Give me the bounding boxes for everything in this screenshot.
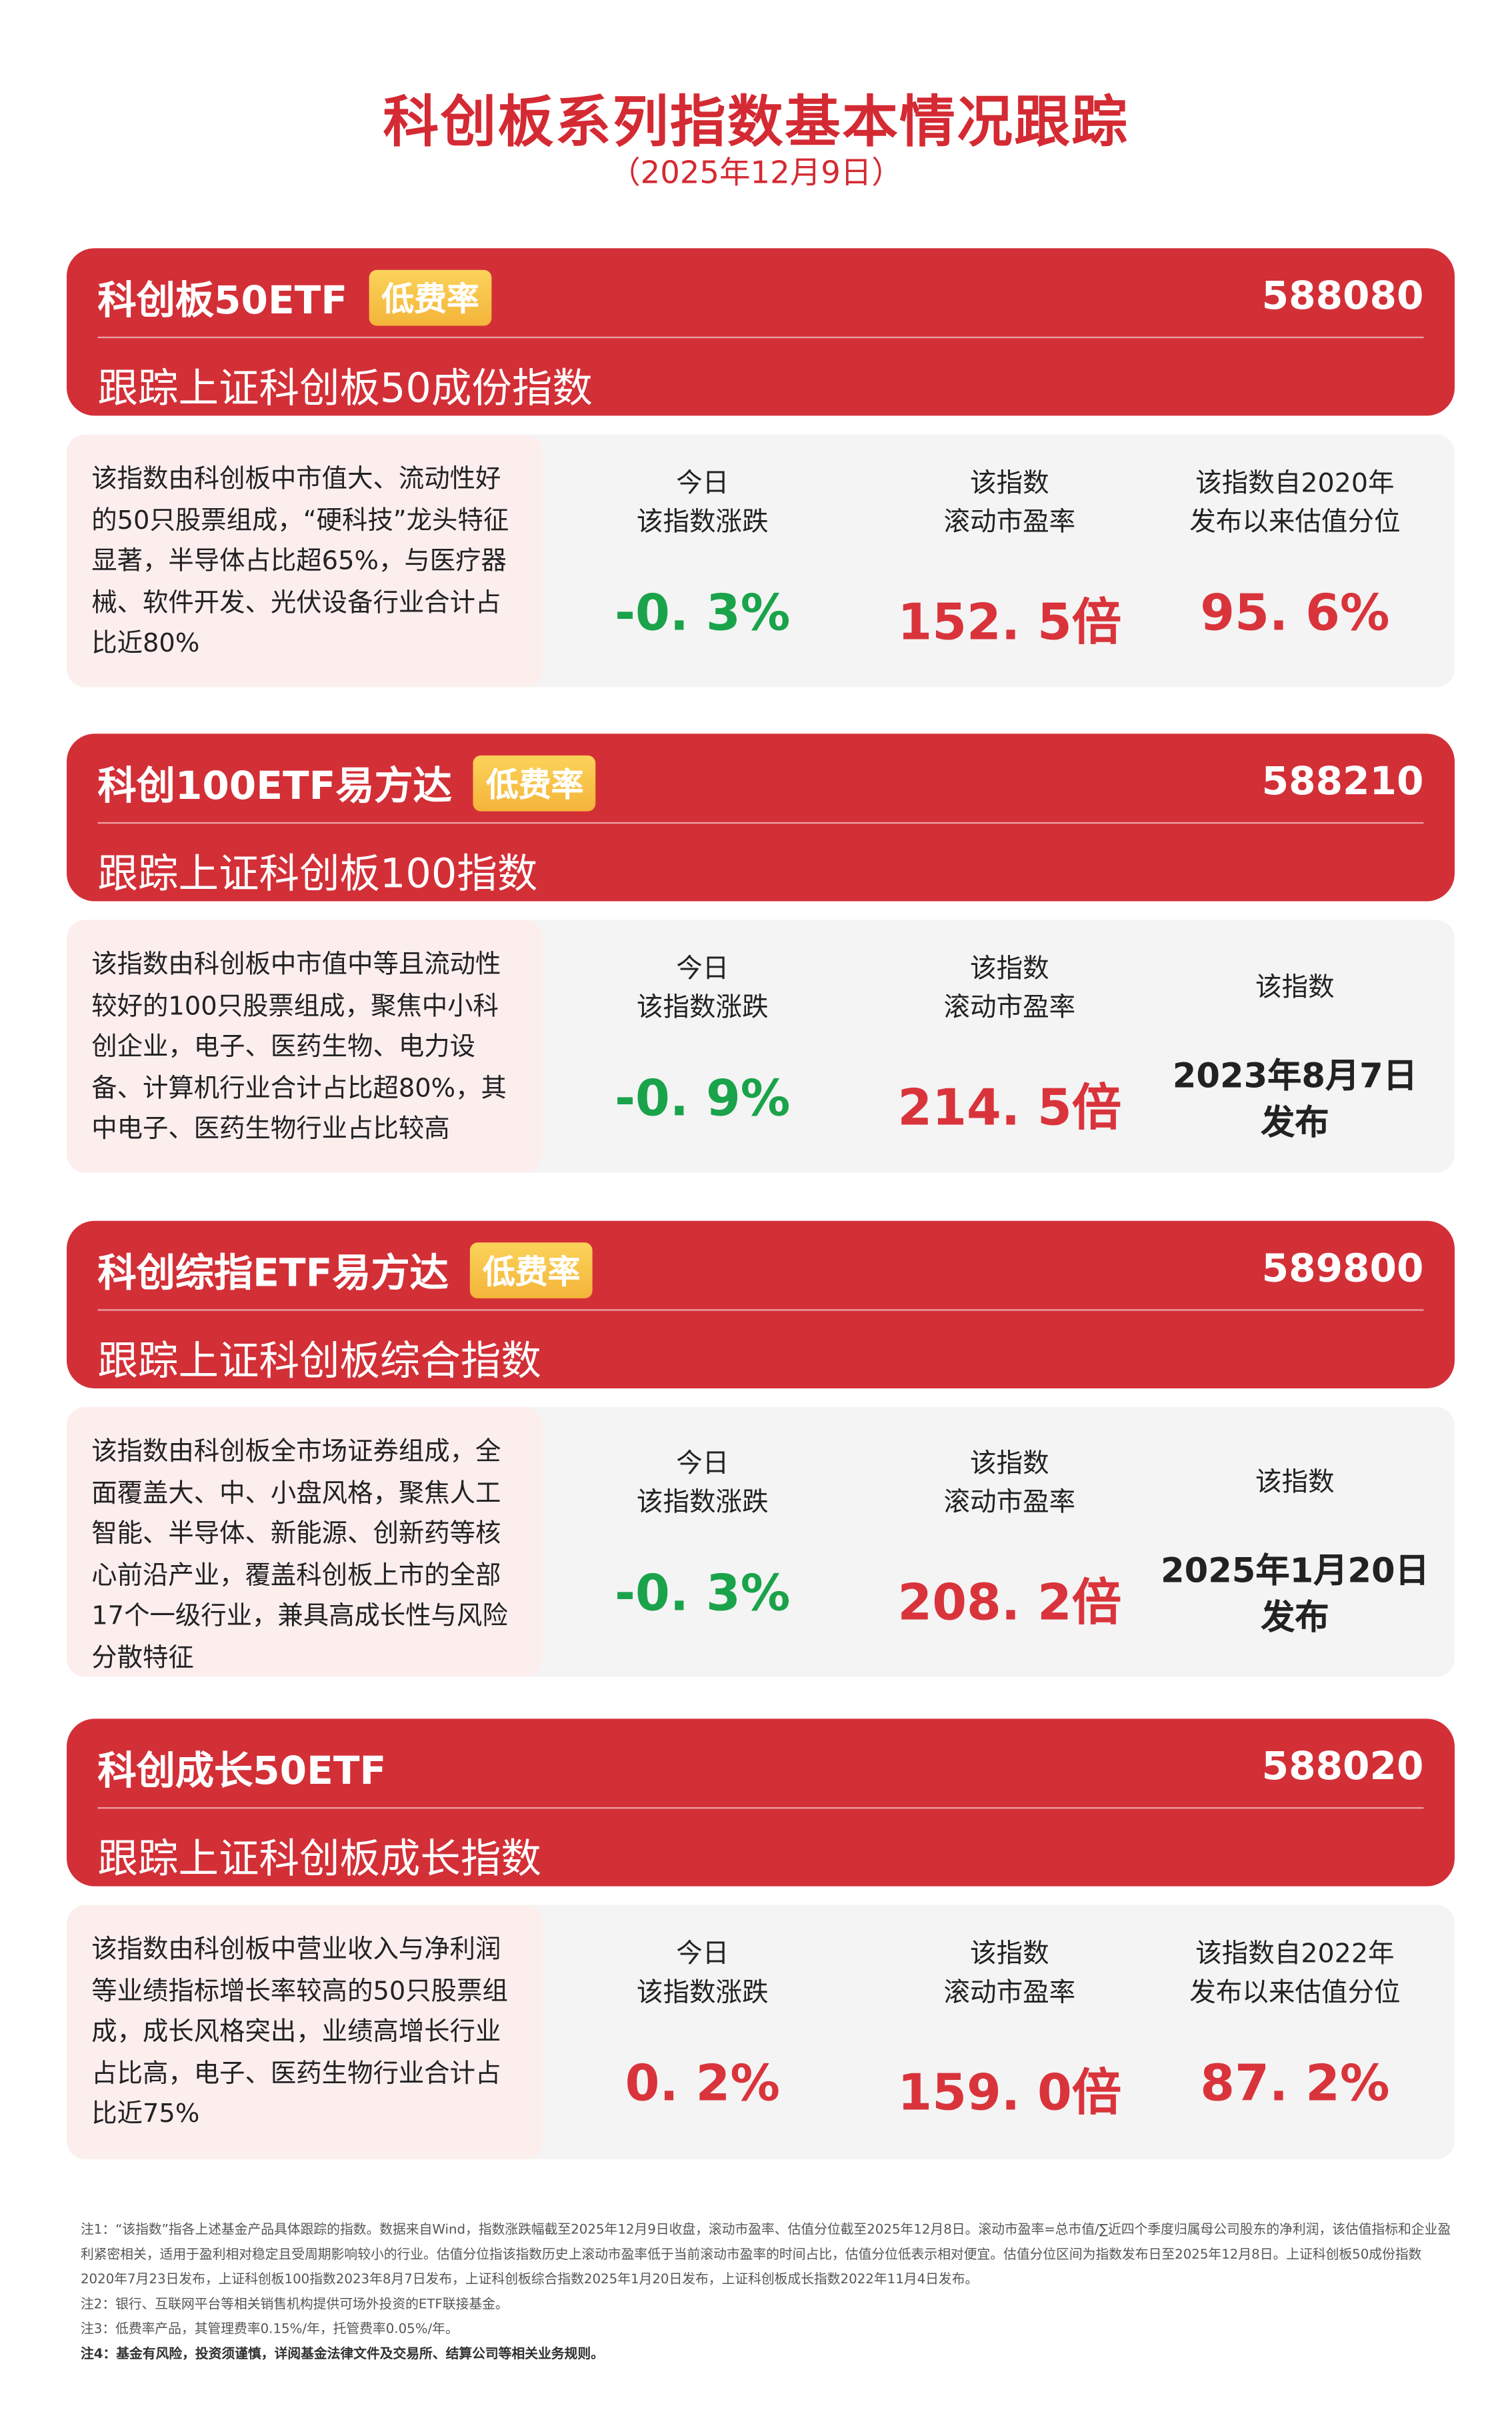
index-description: 该指数由科创板全市场证券组成，全面覆盖大、中、小盘风格，聚焦人工智能、半导体、新…: [67, 1406, 543, 1677]
note-2: 注2：银行、互联网平台等相关销售机构提供可场外投资的ETF联接基金。: [80, 2297, 509, 2313]
daily-change: 今日 该指数涨跌 -0. 3%: [547, 1446, 857, 1623]
fund-code: 588210: [1261, 758, 1424, 804]
low-fee-badge: 低费率: [470, 1242, 593, 1299]
note-4: 注4：基金有风险，投资须谨慎，详阅基金法律文件及交易所、结算公司等相关业务规则。: [80, 2347, 604, 2363]
publish-label: 该指数: [1255, 1467, 1335, 1499]
change-label-2: 该指数涨跌: [636, 506, 769, 538]
change-value: -0. 3%: [615, 582, 791, 642]
pe-value: 152. 5倍: [897, 591, 1122, 651]
pe-label: 该指数: [970, 953, 1049, 984]
footnotes: 注1：“该指数”指各上述基金产品具体跟踪的指数。数据来自Wind，指数涨跌幅截至…: [81, 2218, 1453, 2367]
tracking-index: 跟踪上证科创板100指数: [97, 852, 538, 898]
percentile-label-2: 发布以来估值分位: [1189, 1977, 1401, 2009]
pe-value: 208. 2倍: [897, 1572, 1122, 1632]
fund-card: 科创综指ETF易方达 低费率 589800 跟踪上证科创板综合指数 该指数由科创板…: [67, 1220, 1455, 1677]
publish-label: 该指数: [1255, 972, 1335, 1003]
change-label: 今日: [676, 953, 729, 984]
page-date: （2025年12月9日）: [609, 153, 903, 191]
change-label-2: 该指数涨跌: [636, 992, 769, 1024]
change-label-2: 该指数涨跌: [636, 1487, 769, 1519]
tracking-index: 跟踪上证科创板50成份指数: [97, 365, 593, 413]
change-label: 今日: [676, 467, 729, 499]
pe-ratio: 该指数 滚动市盈率 214. 5倍: [855, 950, 1165, 1140]
page-title: 科创板系列指数基本情况跟踪: [383, 91, 1129, 155]
index-description: 该指数由科创板中市值大、流动性好的50只股票组成，“硬科技”龙头特征显著，半导体…: [67, 434, 543, 688]
pe-value: 214. 5倍: [897, 1077, 1122, 1136]
divider: [97, 1807, 1424, 1809]
low-fee-badge: 低费率: [473, 755, 597, 812]
fund-code: 588020: [1261, 1743, 1424, 1789]
percentile-value: 87. 2%: [1200, 2053, 1390, 2113]
fund-header: 科创综指ETF易方达 低费率 589800 跟踪上证科创板综合指数: [67, 1220, 1455, 1388]
fund-header: 科创成长50ETF 588020 跟踪上证科创板成长指数: [67, 1718, 1455, 1887]
index-description: 该指数由科创板中市值中等且流动性较好的100只股票组成，聚焦中小科创企业，电子、…: [67, 920, 543, 1173]
pe-ratio: 该指数 滚动市盈率 159. 0倍: [855, 1936, 1165, 2125]
change-value: 0. 2%: [625, 2053, 780, 2113]
daily-change: 今日 该指数涨跌 0. 2%: [547, 1936, 857, 2113]
change-label: 今日: [676, 1939, 729, 1971]
daily-change: 今日 该指数涨跌 -0. 9%: [547, 950, 857, 1127]
valuation-info: 该指数 2025年1月20日 发布: [1140, 1446, 1450, 1642]
pe-ratio: 该指数 滚动市盈率 152. 5倍: [855, 465, 1165, 654]
pe-label: 该指数: [970, 1939, 1049, 1971]
publish-date: 2025年1月20日: [1160, 1552, 1429, 1592]
divider: [97, 1309, 1424, 1311]
fund-name: 科创100ETF易方达: [97, 763, 452, 808]
publish-suffix: 发布: [1261, 1104, 1329, 1143]
fund-card: 科创100ETF易方达 低费率 588210 跟踪上证科创板100指数 该指数由科…: [67, 734, 1455, 1173]
pe-value: 159. 0倍: [897, 2063, 1122, 2123]
percentile-value: 95. 6%: [1200, 582, 1390, 642]
fund-stats: 该指数由科创板全市场证券组成，全面覆盖大、中、小盘风格，聚焦人工智能、半导体、新…: [67, 1406, 1455, 1677]
change-value: -0. 9%: [615, 1068, 791, 1127]
daily-change: 今日 该指数涨跌 -0. 3%: [547, 465, 857, 642]
change-value: -0. 3%: [615, 1563, 791, 1623]
fund-code: 589800: [1261, 1245, 1424, 1291]
fund-stats: 该指数由科创板中市值大、流动性好的50只股票组成，“硬科技”龙头特征显著，半导体…: [67, 434, 1455, 688]
fund-card: 科创成长50ETF 588020 跟踪上证科创板成长指数 该指数由科创板中营业收…: [67, 1718, 1455, 2160]
valuation-info: 该指数自2020年 发布以来估值分位 95. 6%: [1140, 465, 1450, 642]
divider: [97, 336, 1424, 339]
note-3: 注3：低费率产品，其管理费率0.15%/年，托管费率0.05%/年。: [80, 2322, 459, 2338]
pe-ratio: 该指数 滚动市盈率 208. 2倍: [855, 1446, 1165, 1635]
pe-label-2: 滚动市盈率: [943, 506, 1076, 538]
index-description: 该指数由科创板中营业收入与净利润等业绩指标增长率较高的50只股票组成，成长风格突…: [67, 1905, 543, 2160]
pe-label-2: 滚动市盈率: [943, 1977, 1076, 2009]
fund-header: 科创板50ETF 低费率 588080 跟踪上证科创板50成份指数: [67, 248, 1455, 416]
percentile-label: 该指数自2022年: [1195, 1939, 1395, 1971]
change-label: 今日: [676, 1448, 729, 1480]
pe-label-2: 滚动市盈率: [943, 992, 1076, 1024]
divider: [97, 822, 1424, 824]
fund-name: 科创成长50ETF: [97, 1748, 387, 1794]
fund-card: 科创板50ETF 低费率 588080 跟踪上证科创板50成份指数 该指数由科创板…: [67, 248, 1455, 688]
note-1: 注1：“该指数”指各上述基金产品具体跟踪的指数。数据来自Wind，指数涨跌幅截至…: [80, 2223, 1451, 2289]
low-fee-badge: 低费率: [369, 269, 492, 326]
fund-stats: 该指数由科创板中市值中等且流动性较好的100只股票组成，聚焦中小科创企业，电子、…: [67, 920, 1455, 1173]
pe-label-2: 滚动市盈率: [943, 1487, 1076, 1519]
pe-label: 该指数: [970, 1448, 1049, 1480]
tracking-index: 跟踪上证科创板成长指数: [97, 1837, 541, 1884]
fund-name: 科创板50ETF: [97, 277, 348, 323]
publish-suffix: 发布: [1261, 1599, 1329, 1638]
tracking-index: 跟踪上证科创板综合指数: [97, 1338, 541, 1386]
change-label-2: 该指数涨跌: [636, 1977, 769, 2009]
fund-header: 科创100ETF易方达 低费率 588210 跟踪上证科创板100指数: [67, 734, 1455, 902]
publish-date: 2023年8月7日: [1172, 1057, 1417, 1096]
percentile-label-2: 发布以来估值分位: [1189, 506, 1401, 538]
percentile-label: 该指数自2020年: [1195, 467, 1395, 499]
pe-label: 该指数: [970, 467, 1049, 499]
fund-stats: 该指数由科创板中营业收入与净利润等业绩指标增长率较高的50只股票组成，成长风格突…: [67, 1905, 1455, 2160]
fund-name: 科创综指ETF易方达: [97, 1250, 449, 1296]
fund-code: 588080: [1261, 273, 1424, 318]
valuation-info: 该指数 2023年8月7日 发布: [1140, 950, 1450, 1147]
valuation-info: 该指数自2022年 发布以来估值分位 87. 2%: [1140, 1936, 1450, 2113]
